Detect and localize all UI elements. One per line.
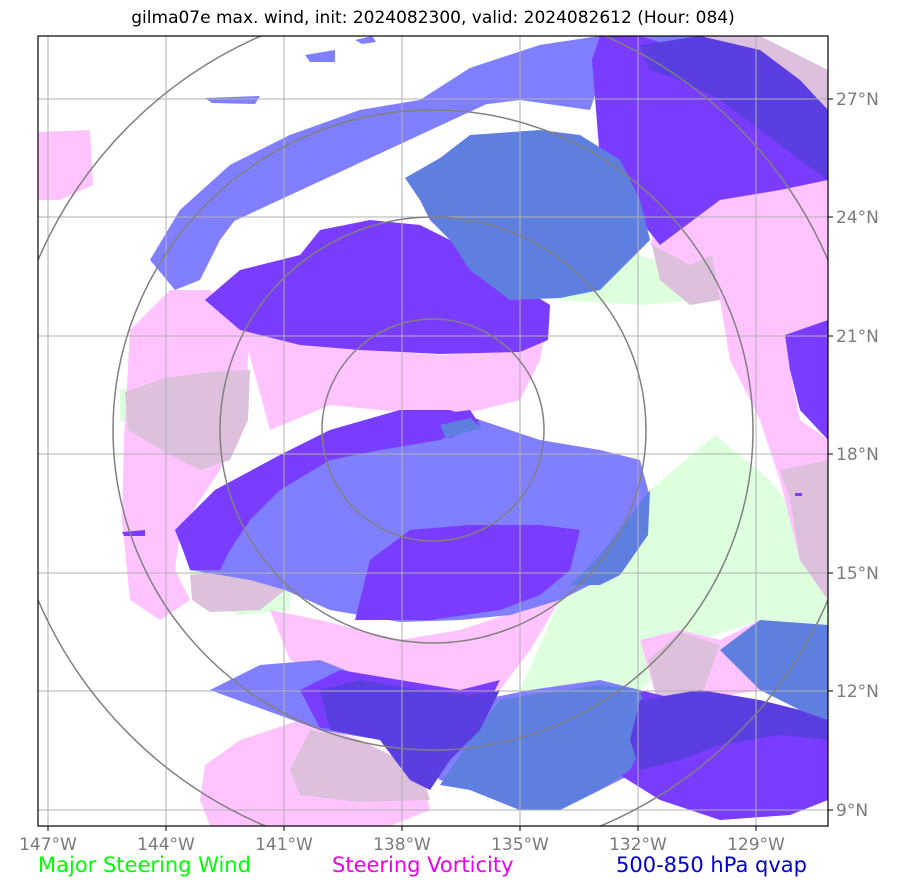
range-rings <box>38 36 828 826</box>
lat-label: 18°N <box>836 445 879 465</box>
lat-label: 24°N <box>836 208 879 228</box>
range-ring-3 <box>112 109 754 751</box>
lat-label: 9°N <box>836 801 868 821</box>
tick-marks <box>47 98 833 831</box>
lat-label: 21°N <box>836 327 879 347</box>
lat-label: 27°N <box>836 90 879 110</box>
legend-steering-wind: Major Steering Wind <box>38 853 251 877</box>
lat-label: 15°N <box>836 564 879 584</box>
lon-label: 144°W <box>137 835 195 855</box>
range-ring-2 <box>219 216 647 644</box>
longitude-labels: 147°W 144°W 141°W 138°W 135°W 132°W 129°… <box>19 835 785 855</box>
overlap-vorticity-qvap <box>320 36 828 790</box>
graticule <box>38 36 828 826</box>
overlap-wind-qvap <box>405 130 828 810</box>
legend-steering-vorticity: Steering Vorticity <box>332 853 514 877</box>
latitude-labels: 27°N 24°N 21°N 18°N 15°N 12°N 9°N <box>836 90 879 821</box>
map-layers <box>38 36 828 826</box>
lon-label: 129°W <box>727 835 785 855</box>
lon-label: 138°W <box>373 835 431 855</box>
lon-label: 141°W <box>255 835 313 855</box>
legend-qvap: 500-850 hPa qvap <box>616 853 807 877</box>
lon-label: 147°W <box>19 835 77 855</box>
lon-label: 135°W <box>491 835 549 855</box>
lon-label: 132°W <box>609 835 667 855</box>
map-frame <box>37 35 829 827</box>
range-ring-1 <box>321 318 545 542</box>
lat-label: 12°N <box>836 682 879 702</box>
map-title: gilma07e max. wind, init: 2024082300, va… <box>131 8 735 28</box>
